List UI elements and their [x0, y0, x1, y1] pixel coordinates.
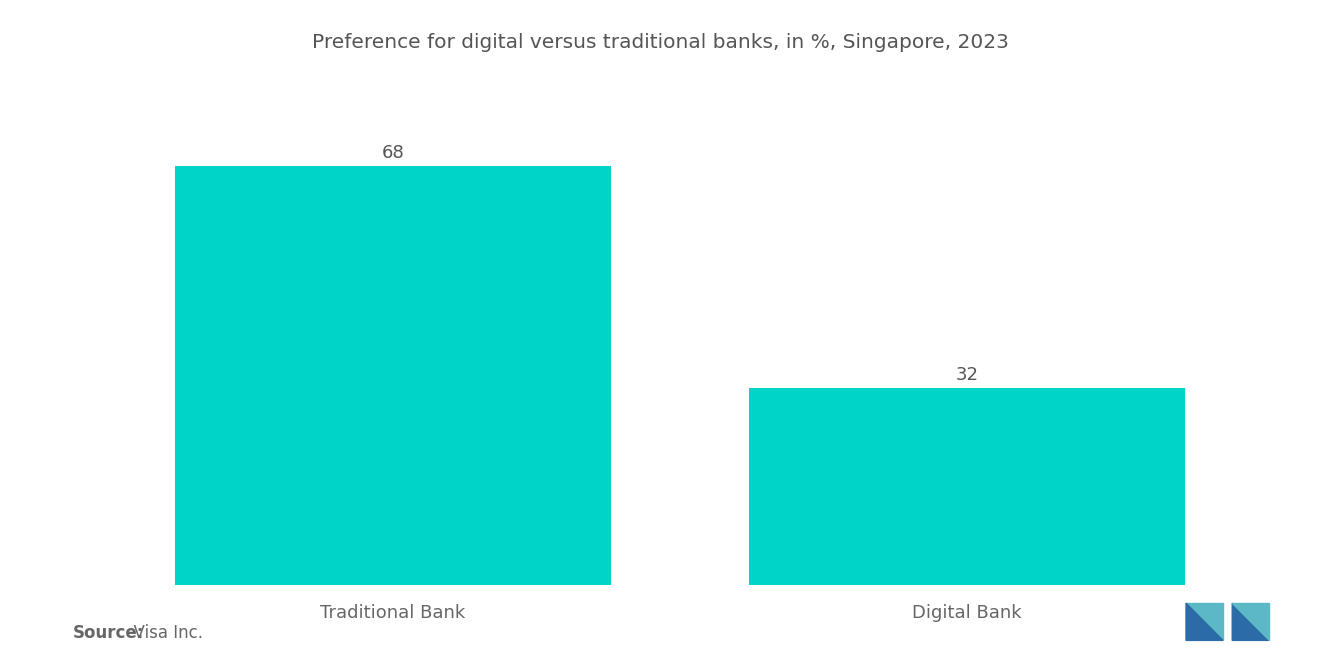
Text: Preference for digital versus traditional banks, in %, Singapore, 2023: Preference for digital versus traditiona… — [312, 33, 1008, 53]
Polygon shape — [1233, 603, 1270, 640]
Polygon shape — [1185, 603, 1222, 640]
Text: Visa Inc.: Visa Inc. — [123, 624, 203, 642]
Polygon shape — [1185, 603, 1222, 640]
Bar — [174, 166, 611, 585]
Polygon shape — [1233, 603, 1270, 640]
Text: Source:: Source: — [73, 624, 144, 642]
Text: 32: 32 — [956, 366, 978, 384]
Bar — [748, 388, 1185, 585]
Text: 68: 68 — [381, 144, 404, 162]
